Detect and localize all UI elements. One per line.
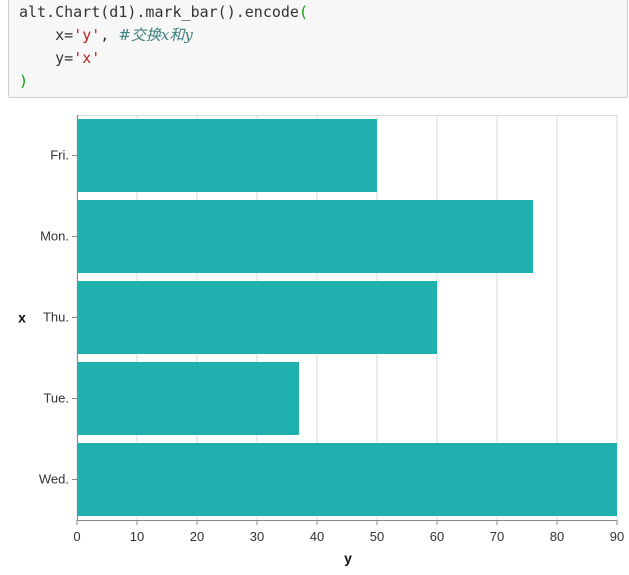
bar-chart-svg: Fri. Mon. Thu. Tue. Wed. 0 10 20 30 40 50 60 70 80 90 y… [18, 115, 624, 566]
x-axis-title: y [344, 550, 352, 566]
x-tick-label: 0 [73, 529, 80, 544]
bar-fri [77, 119, 377, 192]
x-tick-label: 30 [250, 529, 264, 544]
code-line-2: x='y', #交换x和y [19, 26, 193, 44]
bar-thu [77, 281, 437, 354]
bar-layer [77, 119, 617, 516]
x-tick-label: 70 [490, 529, 504, 544]
y-tick-label: Tue. [43, 391, 69, 406]
x-tick-label: 10 [130, 529, 144, 544]
code-cell[interactable]: alt.Chart(d1).mark_bar().encode( x='y', … [8, 0, 628, 98]
y-tick-label: Mon. [40, 229, 69, 244]
bar-wed [77, 443, 617, 516]
x-tick-label: 40 [310, 529, 324, 544]
y-tick-label: Wed. [39, 472, 69, 487]
x-tick-label: 20 [190, 529, 204, 544]
axis-layer: Fri. Mon. Thu. Tue. Wed. 0 10 20 30 40 50 60 70 80 90 y… [18, 115, 624, 566]
bar-mon [77, 200, 533, 273]
code-line-3: y='x' [19, 49, 101, 67]
code-line-1: alt.Chart(d1).mark_bar().encode( [19, 3, 308, 21]
y-axis-title: x [18, 310, 26, 326]
x-tick-label: 60 [430, 529, 444, 544]
y-tick-label: Thu. [43, 310, 69, 325]
bar-chart: Fri. Mon. Thu. Tue. Wed. 0 10 20 30 40 50 60 70 80 90 y… [0, 100, 629, 575]
x-tick-label: 90 [610, 529, 624, 544]
y-tick-label: Fri. [50, 148, 69, 163]
code-line-4: ) [19, 72, 29, 90]
x-tick-label: 80 [550, 529, 564, 544]
x-tick-label: 50 [370, 529, 384, 544]
bar-tue [77, 362, 299, 435]
